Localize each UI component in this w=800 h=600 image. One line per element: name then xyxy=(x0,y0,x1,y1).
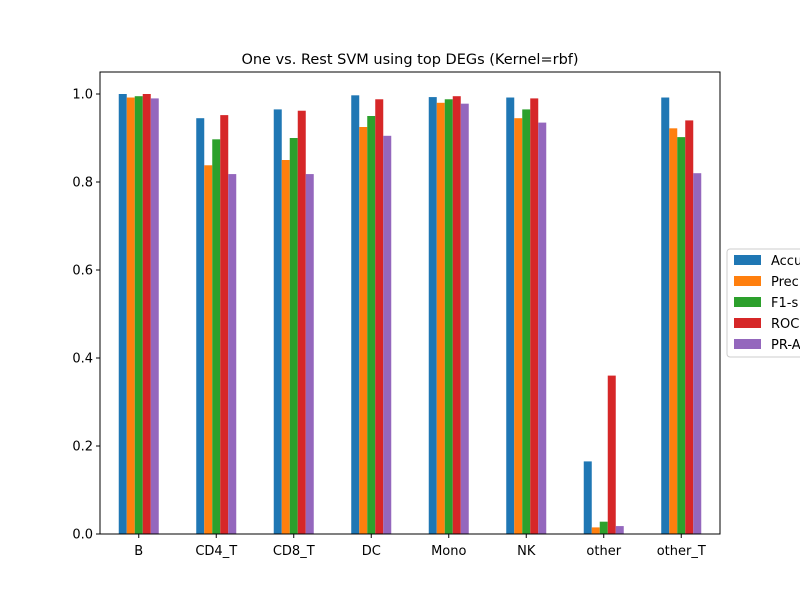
bar-roc-other_t xyxy=(685,120,694,535)
bar-roc-other xyxy=(607,375,616,534)
bar-f1-s-cd4_t xyxy=(212,139,221,534)
x-tick-label: NK xyxy=(517,544,536,559)
legend: Accu Prec F1-s ROC PR-A xyxy=(726,248,800,358)
y-tick-label: 0.4 xyxy=(72,352,93,367)
bar-f1-s-dc xyxy=(367,116,376,534)
y-tick-label: 0.8 xyxy=(72,176,93,191)
bar-f1-s-nk xyxy=(522,109,531,535)
x-tick-label: CD4_T xyxy=(195,544,237,559)
y-tick-label: 0.6 xyxy=(72,264,93,279)
bar-f1-s-mono xyxy=(444,99,453,534)
bar-f1-s-other xyxy=(599,521,608,534)
bar-pr-a-nk xyxy=(538,122,547,534)
chart-title: One vs. Rest SVM using top DEGs (Kernel=… xyxy=(241,52,578,68)
bar-prec-other_t xyxy=(669,128,678,534)
y-axis: 0.0 0.2 0.4 0.6 0.8 1.0 xyxy=(72,88,100,543)
bar-prec-cd4_t xyxy=(204,165,213,534)
bar-pr-a-mono xyxy=(460,103,469,535)
x-tick-label: CD8_T xyxy=(273,544,315,559)
bar-pr-a-other xyxy=(615,526,624,534)
x-tick-label: other_T xyxy=(657,544,706,559)
bar-roc-nk xyxy=(530,98,539,535)
bar-pr-a-cd4_t xyxy=(228,174,237,534)
bar-accu-cd4_t xyxy=(196,118,205,534)
bar-roc-dc xyxy=(375,99,384,534)
legend-swatch-pr-a xyxy=(734,339,761,349)
x-tick-label: Mono xyxy=(431,544,466,559)
legend-swatch-f1-s xyxy=(734,297,761,307)
legend-swatch-prec xyxy=(734,276,761,286)
bar-prec-b xyxy=(126,97,135,535)
bars-group xyxy=(118,94,702,535)
x-tick-label: other xyxy=(586,544,621,559)
bar-f1-s-b xyxy=(134,96,143,534)
x-tick-label: DC xyxy=(362,544,381,559)
y-tick-label: 0.2 xyxy=(72,440,93,455)
bar-roc-mono xyxy=(452,96,461,534)
bar-prec-other xyxy=(591,527,600,534)
bar-accu-mono xyxy=(428,97,437,534)
bar-accu-cd8_t xyxy=(273,109,282,535)
legend-label-accu: Accu xyxy=(771,254,800,269)
bar-roc-cd4_t xyxy=(220,115,229,535)
bar-accu-b xyxy=(118,94,127,534)
bar-pr-a-cd8_t xyxy=(305,174,314,534)
bar-prec-cd8_t xyxy=(281,160,290,534)
bar-accu-dc xyxy=(351,95,360,534)
y-tick-label: 0.0 xyxy=(72,528,93,543)
bar-prec-dc xyxy=(359,127,368,534)
legend-swatch-roc xyxy=(734,318,761,328)
bar-accu-nk xyxy=(506,97,515,535)
bar-roc-b xyxy=(142,94,151,534)
y-tick-label: 1.0 xyxy=(72,88,93,103)
bar-prec-mono xyxy=(436,102,445,535)
bar-pr-a-dc xyxy=(383,135,392,535)
bar-pr-a-b xyxy=(150,98,159,535)
x-tick-label: B xyxy=(134,544,143,559)
plot-frame xyxy=(99,71,721,535)
x-axis: B CD4_T CD8_T DC Mono NK other other_T xyxy=(134,534,706,559)
bar-pr-a-other_t xyxy=(693,173,702,534)
bar-prec-nk xyxy=(514,118,523,534)
legend-label-pr-a: PR-A xyxy=(771,338,800,353)
bar-f1-s-other_t xyxy=(677,137,686,534)
bar-f1-s-cd8_t xyxy=(289,138,298,534)
legend-swatch-accu xyxy=(734,255,761,265)
legend-label-prec: Prec xyxy=(771,275,799,290)
legend-label-roc: ROC xyxy=(771,317,799,332)
bar-accu-other xyxy=(583,461,592,534)
bar-roc-cd8_t xyxy=(297,110,306,534)
bar-accu-other_t xyxy=(661,97,670,535)
legend-label-f1-s: F1-s xyxy=(771,296,798,311)
